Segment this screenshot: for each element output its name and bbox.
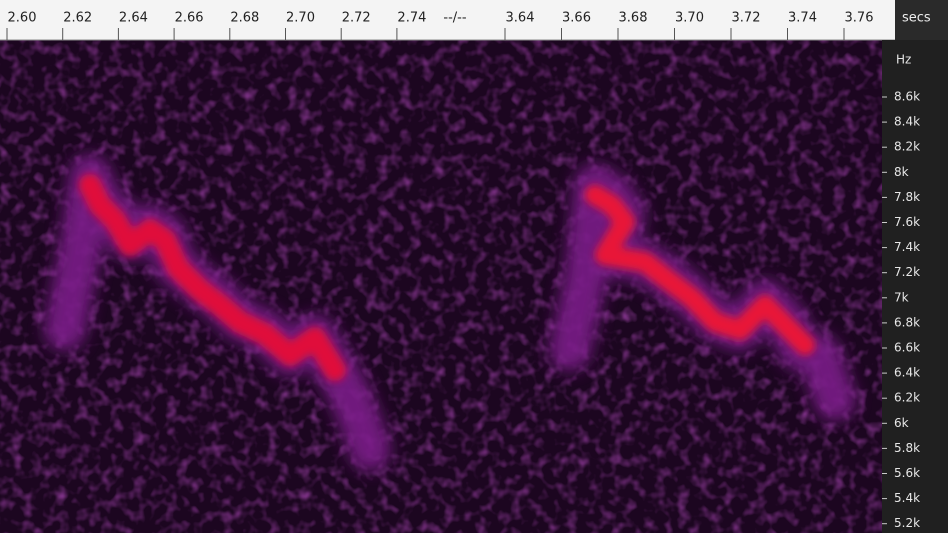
time-label: 2.74 — [397, 11, 426, 26]
frequency-label: 7.4k — [894, 240, 920, 254]
frequency-label: 7.2k — [894, 265, 920, 279]
time-label: 3.64 — [506, 11, 535, 26]
frequency-label: 7.8k — [894, 190, 920, 204]
frequency-label: 7k — [894, 290, 909, 304]
frequency-label: 5.2k — [894, 516, 920, 530]
time-label: 3.76 — [845, 11, 874, 26]
frequency-label: 7.6k — [894, 215, 920, 229]
frequency-label: 6.4k — [894, 366, 920, 380]
time-label: 3.72 — [732, 11, 761, 26]
time-unit: secs — [902, 11, 931, 26]
time-label: 2.72 — [342, 11, 371, 26]
break-marker: --/-- — [443, 11, 466, 26]
frequency-label: 8.6k — [894, 90, 920, 104]
frequency-label: 8k — [894, 165, 909, 179]
frequency-label: 8.2k — [894, 140, 920, 154]
time-label: 3.68 — [619, 11, 648, 26]
time-label: 2.64 — [119, 11, 148, 26]
frequency-label: 5.4k — [894, 491, 920, 505]
frequency-label: 5.6k — [894, 466, 920, 480]
frequency-label: 5.8k — [894, 441, 920, 455]
frequency-axis: Hz 8.6k 8.4k 8.2k 8k 7.8k 7.6k 7.4k 7.2k 7k 6.8k 6… — [882, 40, 948, 533]
time-label: 3.70 — [675, 11, 704, 26]
time-label: 2.60 — [8, 11, 37, 26]
time-ruler: --/-- secs 2.60 2.62 2.64 2.66 2.68 2.70 2.72 2… — [0, 0, 948, 40]
frequency-label: 6.6k — [894, 341, 920, 355]
time-label: 2.68 — [230, 11, 259, 26]
time-label: 2.70 — [286, 11, 315, 26]
frequency-label: 6.8k — [894, 315, 920, 329]
frequency-label: 8.4k — [894, 115, 920, 129]
frequency-label: 6k — [894, 416, 909, 430]
time-label: 2.66 — [175, 11, 204, 26]
time-label: 2.62 — [63, 11, 92, 26]
time-label: 3.74 — [788, 11, 817, 26]
spectrogram-view: --/-- secs 2.60 2.62 2.64 2.66 2.68 2.70 2.72 2… — [0, 0, 948, 533]
frequency-unit: Hz — [896, 53, 911, 67]
time-label: 3.66 — [562, 11, 591, 26]
frequency-label: 6.2k — [894, 391, 920, 405]
